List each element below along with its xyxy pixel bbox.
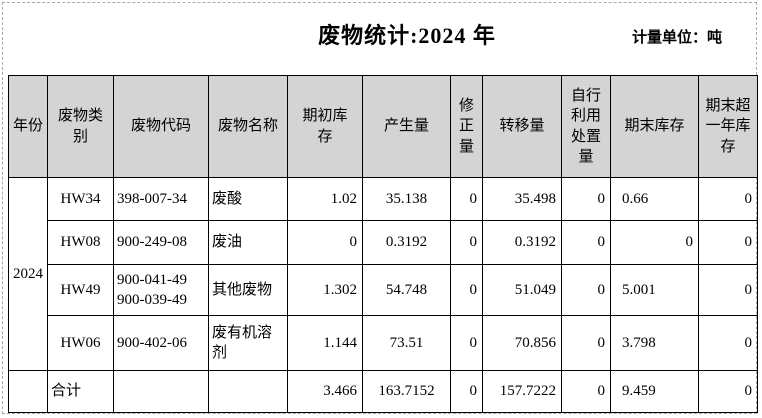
total-opening: 3.466 (287, 370, 363, 413)
total-name-empty (208, 370, 288, 413)
cell-code: 398-007-34 (113, 177, 209, 221)
cell-category: HW06 (47, 315, 114, 371)
col-header-transferred-amount: 转移量 (482, 75, 562, 178)
total-label: 合计 (47, 370, 114, 413)
cell-generated: 73.51 (362, 315, 451, 371)
total-ending-over-one-year: 0 (698, 370, 758, 413)
cell-correction: 0 (450, 264, 483, 316)
cell-ending-over-one-year: 0 (698, 220, 758, 265)
cell-generated: 54.748 (362, 264, 451, 316)
col-header-waste-name: 废物名称 (208, 75, 288, 178)
col-header-correction-amount: 修 正 量 (450, 75, 483, 178)
row-hw06: HW06 900-402-06 废有机溶 剂 1.144 73.51 0 70.… (9, 315, 758, 371)
col-header-year: 年份 (8, 75, 48, 178)
total-correction: 0 (450, 370, 483, 413)
col-header-waste-code: 废物代码 (113, 75, 209, 178)
col-header-ending-stock-over-one-year: 期末超 一年库 存 (698, 75, 758, 178)
col-header-opening-stock: 期初库 存 (287, 75, 363, 178)
row-total: 合计 3.466 163.7152 0 157.7222 0 9.459 0 (8, 370, 758, 413)
total-code-empty (113, 370, 209, 413)
cell-correction: 0 (450, 315, 483, 371)
cell-transferred: 70.856 (482, 315, 562, 371)
cell-generated: 0.3192 (362, 220, 451, 265)
waste-statistics-table: 年份 废物类 别 废物代码 废物名称 期初库 存 产生量 修 正 量 转移量 自… (8, 75, 758, 413)
col-header-waste-category: 废物类 别 (47, 75, 114, 178)
cell-ending: 3.798 (610, 315, 699, 371)
cell-transferred: 35.498 (482, 177, 562, 221)
row-hw08: HW08 900-249-08 废油 0 0.3192 0 0.3192 0 0… (9, 220, 758, 265)
cell-self-disposal: 0 (561, 220, 611, 265)
cell-category: HW08 (47, 220, 114, 265)
cell-transferred: 0.3192 (482, 220, 562, 265)
cell-year: 2024 (8, 177, 48, 371)
cell-name: 废油 (208, 220, 288, 265)
unit-label: 计量单位：吨 (631, 29, 723, 46)
cell-opening: 1.302 (287, 264, 363, 316)
page-title: 废物统计:2024 年 (318, 23, 496, 48)
cell-code: 900-402-06 (113, 315, 209, 371)
cell-ending: 5.001 (610, 264, 699, 316)
cell-name: 废酸 (208, 177, 288, 221)
cell-correction: 0 (450, 220, 483, 265)
cell-transferred: 51.049 (482, 264, 562, 316)
cell-self-disposal: 0 (561, 177, 611, 221)
cell-ending-over-one-year: 0 (698, 264, 758, 316)
col-header-generated-amount: 产生量 (362, 75, 451, 178)
col-header-ending-stock: 期末库存 (610, 75, 699, 178)
cell-opening: 1.144 (287, 315, 363, 371)
total-transferred: 157.7222 (482, 370, 562, 413)
cell-ending: 0 (610, 220, 699, 265)
cell-self-disposal: 0 (561, 315, 611, 371)
cell-generated: 35.138 (362, 177, 451, 221)
cell-name: 废有机溶 剂 (208, 315, 288, 371)
cell-name: 其他废物 (208, 264, 288, 316)
col-header-self-disposal-amount: 自行 利用 处置 量 (561, 75, 611, 178)
total-self-disposal: 0 (561, 370, 611, 413)
row-hw34: 2024 HW34 398-007-34 废酸 1.02 35.138 0 35… (8, 177, 758, 371)
cell-opening: 0 (287, 220, 363, 265)
cell-code: 900-249-08 (113, 220, 209, 265)
cell-category: HW49 (47, 264, 114, 316)
cell-self-disposal: 0 (561, 264, 611, 316)
cell-code: 900-041-49 900-039-49 (113, 264, 209, 316)
cell-correction: 0 (450, 177, 483, 221)
cell-category: HW34 (47, 177, 114, 221)
cell-ending-over-one-year: 0 (698, 177, 758, 221)
cell-year-empty (8, 370, 48, 413)
cell-opening: 1.02 (287, 177, 363, 221)
row-hw49: HW49 900-041-49 900-039-49 其他废物 1.302 54… (9, 264, 758, 316)
cell-ending-over-one-year: 0 (698, 315, 758, 371)
total-generated: 163.7152 (362, 370, 451, 413)
header-row: 年份 废物类 别 废物代码 废物名称 期初库 存 产生量 修 正 量 转移量 自… (8, 75, 758, 178)
total-ending: 9.459 (610, 370, 699, 413)
cell-ending: 0.66 (610, 177, 699, 221)
